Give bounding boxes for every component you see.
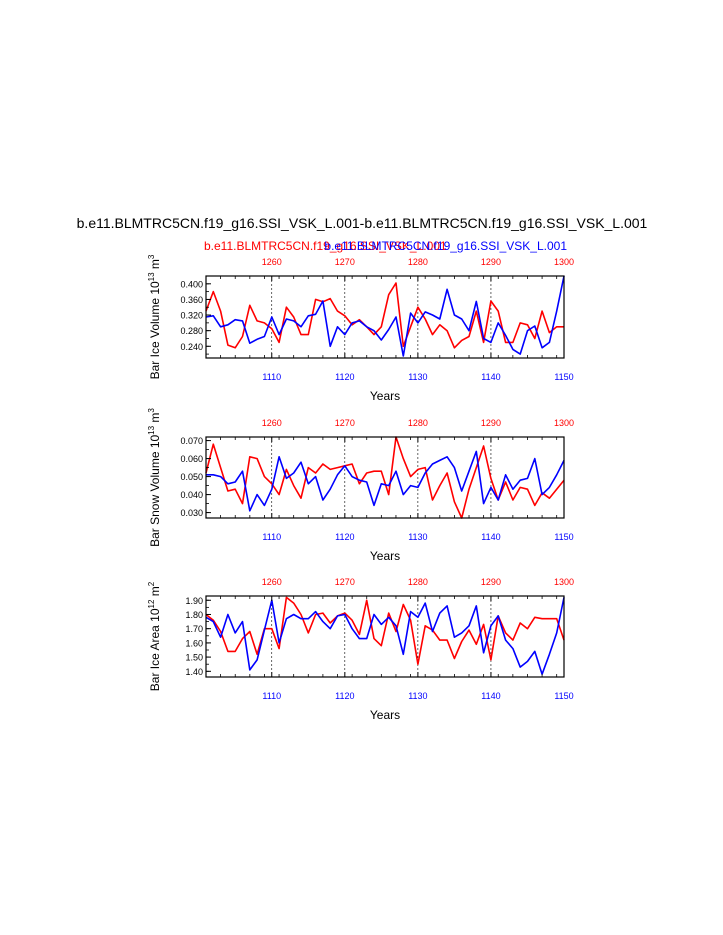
y-axis-label: Bar Ice Volume 1013 m3	[147, 254, 162, 379]
y-tick-label: 0.060	[180, 454, 203, 464]
x-bottom-tick-label: 1120	[335, 691, 354, 701]
plot-frame	[205, 436, 565, 519]
x-top-tick-label: 1300	[554, 257, 574, 267]
x-bottom-tick-label: 1120	[335, 532, 354, 542]
x-axis-label: Years	[370, 389, 400, 403]
series-blue-line	[205, 275, 565, 357]
y-tick-label: 0.400	[180, 279, 203, 289]
x-bottom-tick-label: 1150	[554, 532, 573, 542]
x-top-tick-label: 1280	[408, 577, 428, 587]
y-tick-label: 1.80	[185, 610, 203, 620]
x-top-tick-label: 1290	[481, 418, 501, 428]
subtitle-left: b.e11.BLMTRC5CN.f19_g16.SSI_VSK_L.001	[204, 239, 447, 253]
y-tick-label: 0.070	[180, 436, 203, 446]
x-axis-label: Years	[370, 549, 400, 563]
x-top-tick-label: 1260	[262, 257, 282, 267]
plot-frame	[205, 275, 565, 359]
x-top-tick-label: 1260	[262, 418, 282, 428]
y-axis-label: Bar Ice Area 1012 m2	[147, 581, 162, 691]
y-tick-label: 0.050	[180, 472, 203, 482]
y-tick-label: 1.60	[185, 638, 203, 648]
x-top-tick-label: 1280	[408, 257, 428, 267]
x-top-tick-label: 1290	[481, 577, 501, 587]
x-top-tick-label: 1270	[335, 577, 355, 587]
x-bottom-tick-label: 1110	[262, 691, 281, 701]
x-top-tick-label: 1290	[481, 257, 501, 267]
series-blue-line	[206, 450, 565, 512]
panel-1: 0.240 0.280 0.320 0.360 0.400 1110 1120 1130 114…	[147, 254, 574, 403]
y-tick-label: 1.40	[185, 667, 203, 677]
x-top-tick-label: 1280	[408, 418, 428, 428]
x-top-tick-label: 1260	[262, 577, 282, 587]
x-axis-label: Years	[370, 708, 400, 722]
panel-2: 0.030 0.040 0.050 0.060 0.070 1110 1120 1130 114…	[147, 408, 574, 563]
x-bottom-tick-label: 1140	[481, 372, 500, 382]
main-title: b.e11.BLMTRC5CN.f19_g16.SSI_VSK_L.001-b.…	[77, 215, 648, 231]
x-bottom-tick-label: 1150	[554, 372, 573, 382]
x-bottom-tick-label: 1130	[408, 372, 427, 382]
x-bottom-tick-label: 1150	[554, 691, 573, 701]
x-top-tick-label: 1270	[335, 257, 355, 267]
y-tick-label: 1.70	[185, 624, 203, 634]
x-top-tick-label: 1270	[335, 418, 355, 428]
x-bottom-tick-label: 1130	[408, 691, 427, 701]
y-axis-label: Bar Snow Volume 1013 m3	[147, 408, 162, 547]
x-bottom-tick-label: 1140	[481, 532, 500, 542]
y-tick-label: 0.280	[180, 326, 203, 336]
y-tick-label: 0.360	[180, 295, 203, 305]
y-tick-label: 1.50	[185, 653, 203, 663]
subtitle-right: b.e11.BLMTRC5CN.f19_g16.SSI_VSK_L.001	[324, 239, 567, 253]
x-bottom-tick-label: 1110	[262, 532, 281, 542]
series-blue-line	[205, 597, 565, 676]
x-bottom-tick-label: 1140	[481, 691, 500, 701]
x-bottom-tick-label: 1130	[408, 532, 427, 542]
series-red-line	[205, 282, 564, 349]
y-tick-label: 0.030	[180, 508, 203, 518]
y-tick-label: 1.90	[185, 596, 203, 606]
series-red-line	[205, 436, 565, 519]
y-tick-label: 0.320	[180, 311, 203, 321]
x-bottom-tick-label: 1110	[262, 372, 281, 382]
x-top-tick-label: 1300	[554, 418, 574, 428]
x-bottom-tick-label: 1120	[335, 372, 354, 382]
x-top-tick-label: 1300	[554, 577, 574, 587]
series-red-line	[205, 596, 565, 666]
y-tick-label: 0.240	[180, 342, 203, 352]
y-tick-label: 0.040	[180, 490, 203, 500]
plot-frame	[205, 595, 565, 678]
panel-3: 1.40 1.50 1.60 1.70 1.80 1.90 1110 1120 1130 1140…	[147, 577, 574, 722]
